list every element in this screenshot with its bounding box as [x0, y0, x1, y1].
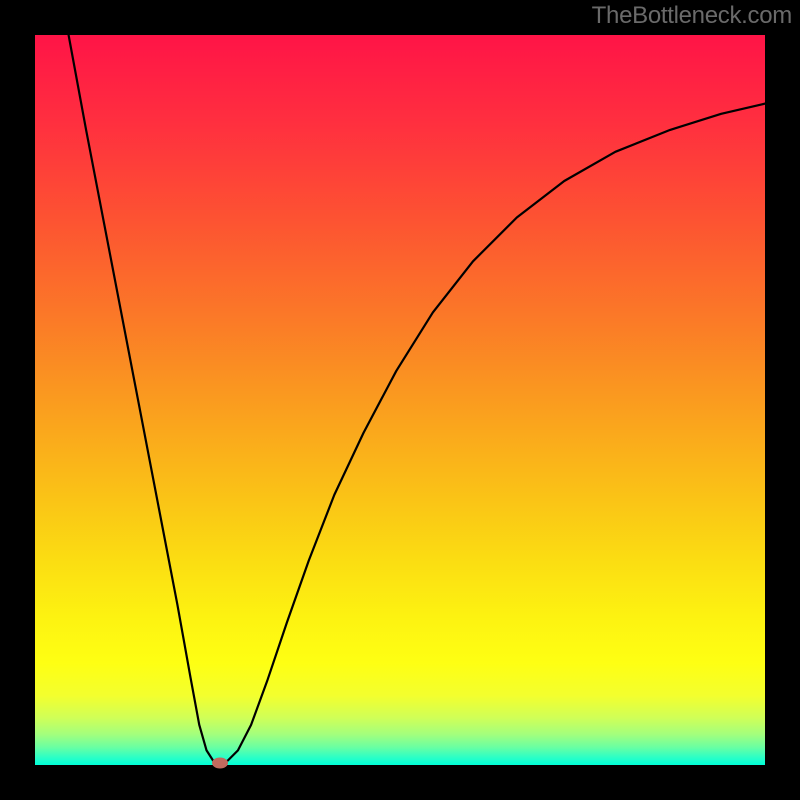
minimum-marker	[212, 757, 228, 768]
chart-container: TheBottleneck.com	[0, 0, 800, 800]
plot-area	[35, 35, 765, 765]
gradient-background	[35, 35, 765, 765]
watermark-text: TheBottleneck.com	[592, 2, 792, 30]
